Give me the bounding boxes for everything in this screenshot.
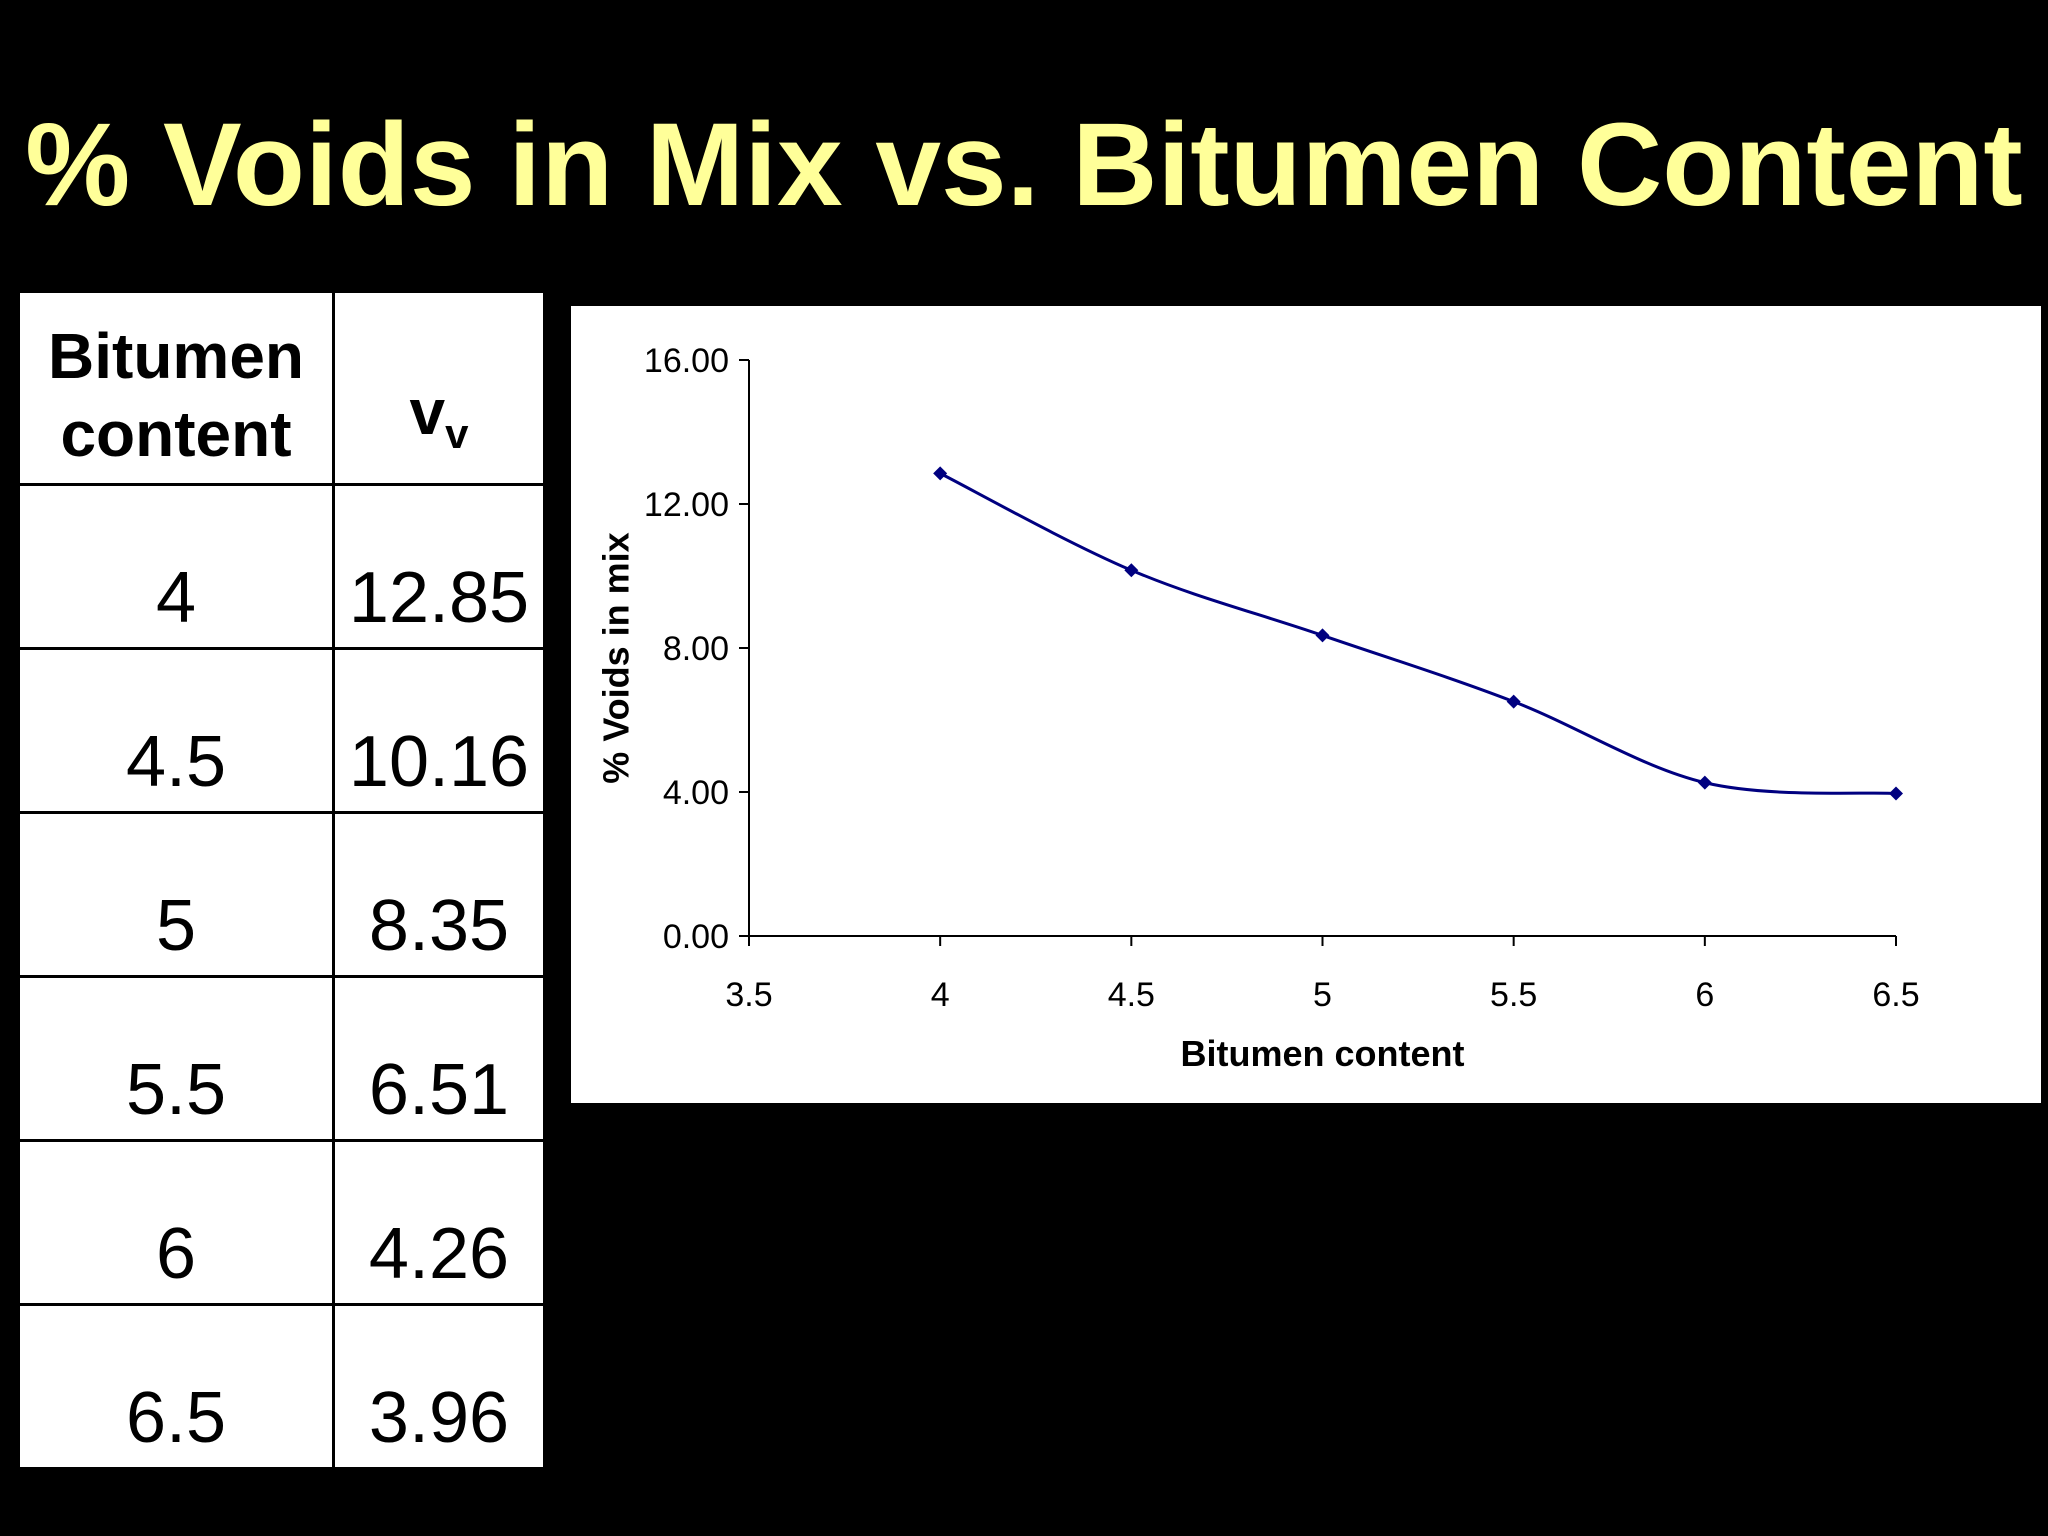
- header-bitumen-content: Bitumen content: [17, 290, 335, 486]
- header-vv: vv: [332, 290, 546, 486]
- table-row: 6 4.26: [17, 1139, 546, 1306]
- table-row: 5.5 6.51: [17, 975, 546, 1142]
- series-markers: [933, 466, 1903, 801]
- chart-panel: 0.00 4.00 8.00 12.00 16.00 3.5 4 4.5 5 5.5 6 6.5 B…: [571, 306, 2041, 1103]
- x-axis-ticks: 3.5 4 4.5 5 5.5 6 6.5: [725, 936, 1920, 1014]
- x-tick-label: 6: [1695, 976, 1714, 1014]
- y-tick-label: 8.00: [663, 630, 729, 668]
- x-axis-title: Bitumen content: [1181, 1033, 1465, 1074]
- line-chart: 0.00 4.00 8.00 12.00 16.00 3.5 4 4.5 5 5.5 6 6.5 B…: [596, 342, 1920, 1074]
- x-tick-label: 5: [1313, 976, 1332, 1014]
- y-tick-label: 12.00: [644, 486, 729, 524]
- cell-vv: 10.16: [332, 647, 546, 814]
- x-tick-label: 4.5: [1108, 976, 1155, 1014]
- header-vv-subscript: v: [445, 410, 469, 457]
- table-row: 6.5 3.96: [17, 1303, 546, 1470]
- data-point-marker: [1124, 563, 1139, 578]
- table-row: 5 8.35: [17, 811, 546, 978]
- cell-bitumen: 4.5: [17, 647, 335, 814]
- data-point-marker: [1315, 628, 1330, 643]
- y-tick-label: 0.00: [663, 918, 729, 956]
- table-row: 4.5 10.16: [17, 647, 546, 814]
- cell-vv: 12.85: [332, 483, 546, 650]
- cell-bitumen: 4: [17, 483, 335, 650]
- cell-bitumen: 5.5: [17, 975, 335, 1142]
- y-tick-label: 4.00: [663, 774, 729, 812]
- data-point-marker: [933, 466, 948, 481]
- x-tick-label: 3.5: [725, 976, 772, 1014]
- x-tick-label: 4: [931, 976, 950, 1014]
- data-point-marker: [1697, 775, 1712, 790]
- cell-vv: 6.51: [332, 975, 546, 1142]
- cell-bitumen: 5: [17, 811, 335, 978]
- cell-bitumen: 6: [17, 1139, 335, 1306]
- cell-vv: 3.96: [332, 1303, 546, 1470]
- series-line: [939, 472, 1897, 795]
- cell-bitumen: 6.5: [17, 1303, 335, 1470]
- x-tick-label: 6.5: [1872, 976, 1919, 1014]
- cell-vv: 8.35: [332, 811, 546, 978]
- y-tick-label: 16.00: [644, 342, 729, 380]
- y-axis-title: % Voids in mix: [596, 532, 637, 783]
- data-table: Bitumen content vv 4 12.85 4.5 10.16 5 8.35…: [17, 290, 546, 1470]
- data-point-marker: [1506, 694, 1521, 709]
- slide-title: % Voids in Mix vs. Bitumen Content: [25, 99, 2023, 231]
- header-vv-main: v: [409, 376, 446, 448]
- data-point-marker: [1889, 786, 1903, 801]
- table-row: 4 12.85: [17, 483, 546, 650]
- cell-vv: 4.26: [332, 1139, 546, 1306]
- table-header-row: Bitumen content vv: [17, 290, 546, 486]
- x-tick-label: 5.5: [1490, 976, 1537, 1014]
- y-axis-ticks: 0.00 4.00 8.00 12.00 16.00: [644, 342, 749, 956]
